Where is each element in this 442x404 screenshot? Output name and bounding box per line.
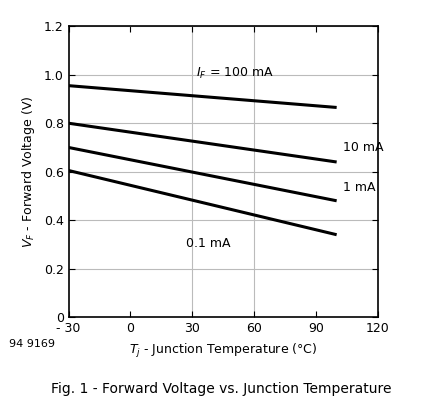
Text: 94 9169: 94 9169: [9, 339, 55, 349]
Text: Fig. 1 - Forward Voltage vs. Junction Temperature: Fig. 1 - Forward Voltage vs. Junction Te…: [51, 382, 391, 396]
Y-axis label: $V_F$ - Forward Voltage (V): $V_F$ - Forward Voltage (V): [20, 95, 37, 248]
X-axis label: $T_j$ - Junction Temperature (°C): $T_j$ - Junction Temperature (°C): [129, 342, 317, 360]
Text: 1 mA: 1 mA: [343, 181, 375, 194]
Text: 0.1 mA: 0.1 mA: [186, 237, 231, 250]
Text: 10 mA: 10 mA: [343, 141, 383, 154]
Text: $I_F$ = 100 mA: $I_F$ = 100 mA: [196, 66, 274, 81]
